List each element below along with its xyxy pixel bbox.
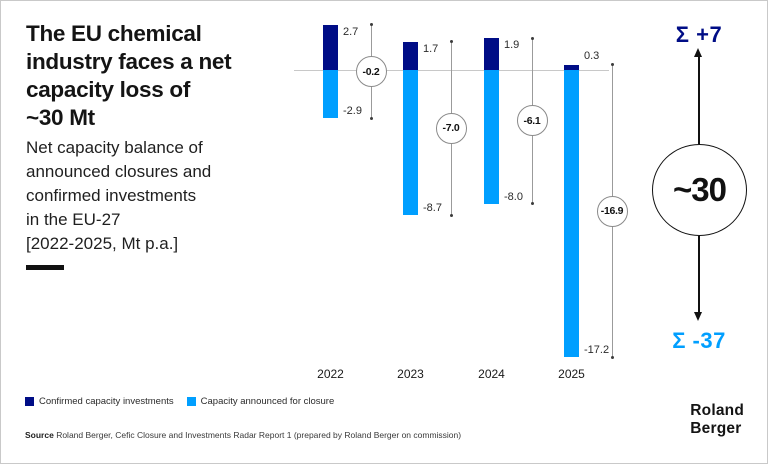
closures-swatch-icon: [186, 397, 196, 406]
net-span-dot-top-2025: [611, 63, 614, 67]
net-span-dot-bottom-2024: [531, 202, 534, 206]
page-title: The EU chemical industry faces a net cap…: [26, 21, 232, 130]
closure-value-2022: -2.9: [343, 105, 362, 118]
x-axis-label-2022: 2022: [317, 367, 344, 381]
closure-bar-2025: [564, 70, 579, 358]
net-value-circle-2023: -7.0: [435, 112, 467, 144]
net-span-dot-top-2022: [370, 23, 373, 27]
legend: Confirmed capacity investments Capacity …: [25, 396, 334, 407]
investment-bar-2023: [403, 41, 418, 70]
net-span-dot-bottom-2023: [450, 213, 453, 217]
investment-bar-2022: [323, 24, 338, 70]
closure-value-2023: -8.7: [423, 202, 442, 215]
closure-bar-2024: [484, 70, 499, 204]
net-span-dot-top-2023: [450, 40, 453, 44]
legend-item-closures: Capacity announced for closure: [186, 396, 335, 407]
investment-bar-2024: [484, 38, 499, 70]
arrow-down-icon: [694, 312, 702, 321]
closure-bar-2022: [323, 70, 338, 119]
closure-value-2025: -17.2: [584, 344, 610, 357]
x-axis-label-2023: 2023: [397, 367, 424, 381]
investment-bar-2025: [564, 64, 579, 70]
total-investments-label: Σ +7: [675, 22, 723, 47]
roland-berger-logo: Roland Berger: [690, 402, 744, 437]
total-closures-label: Σ -37: [672, 328, 726, 353]
closure-bar-2023: [403, 70, 418, 216]
x-axis-label-2025: 2025: [558, 367, 585, 381]
investment-value-2025: 0.3: [584, 49, 600, 62]
net-value-circle-2024: -6.1: [516, 105, 548, 137]
source-text: Roland Berger, Cefic Closure and Investm…: [53, 430, 462, 440]
page-subtitle: Net capacity balance of announced closur…: [26, 138, 212, 253]
investment-value-2023: 1.7: [423, 42, 439, 55]
header-block: The EU chemical industry faces a net cap…: [26, 20, 284, 270]
net-value-circle-2025: -16.9: [596, 195, 628, 227]
source-line: Source Roland Berger, Cefic Closure and …: [25, 430, 461, 440]
source-label: Source: [25, 430, 54, 440]
arrow-up-icon: [694, 48, 702, 57]
net-span-dot-bottom-2022: [370, 116, 373, 120]
x-axis-label-2024: 2024: [478, 367, 505, 381]
legend-label-closures: Capacity announced for closure: [200, 396, 335, 407]
investments-swatch-icon: [25, 397, 34, 406]
closure-value-2024: -8.0: [504, 190, 523, 203]
legend-item-investments: Confirmed capacity investments: [25, 396, 174, 407]
arrow-up-line: [698, 56, 700, 144]
legend-label-investments: Confirmed capacity investments: [39, 396, 174, 407]
investment-value-2024: 1.9: [504, 39, 520, 52]
net-value-circle-2022: -0.2: [355, 56, 387, 88]
net-span-dot-bottom-2025: [611, 355, 614, 359]
arrow-down-line: [698, 236, 700, 312]
net-total-circle: ~30: [652, 144, 747, 236]
title-underline-bar: [26, 265, 64, 270]
investment-value-2022: 2.7: [343, 25, 359, 38]
net-span-dot-top-2024: [531, 36, 534, 40]
